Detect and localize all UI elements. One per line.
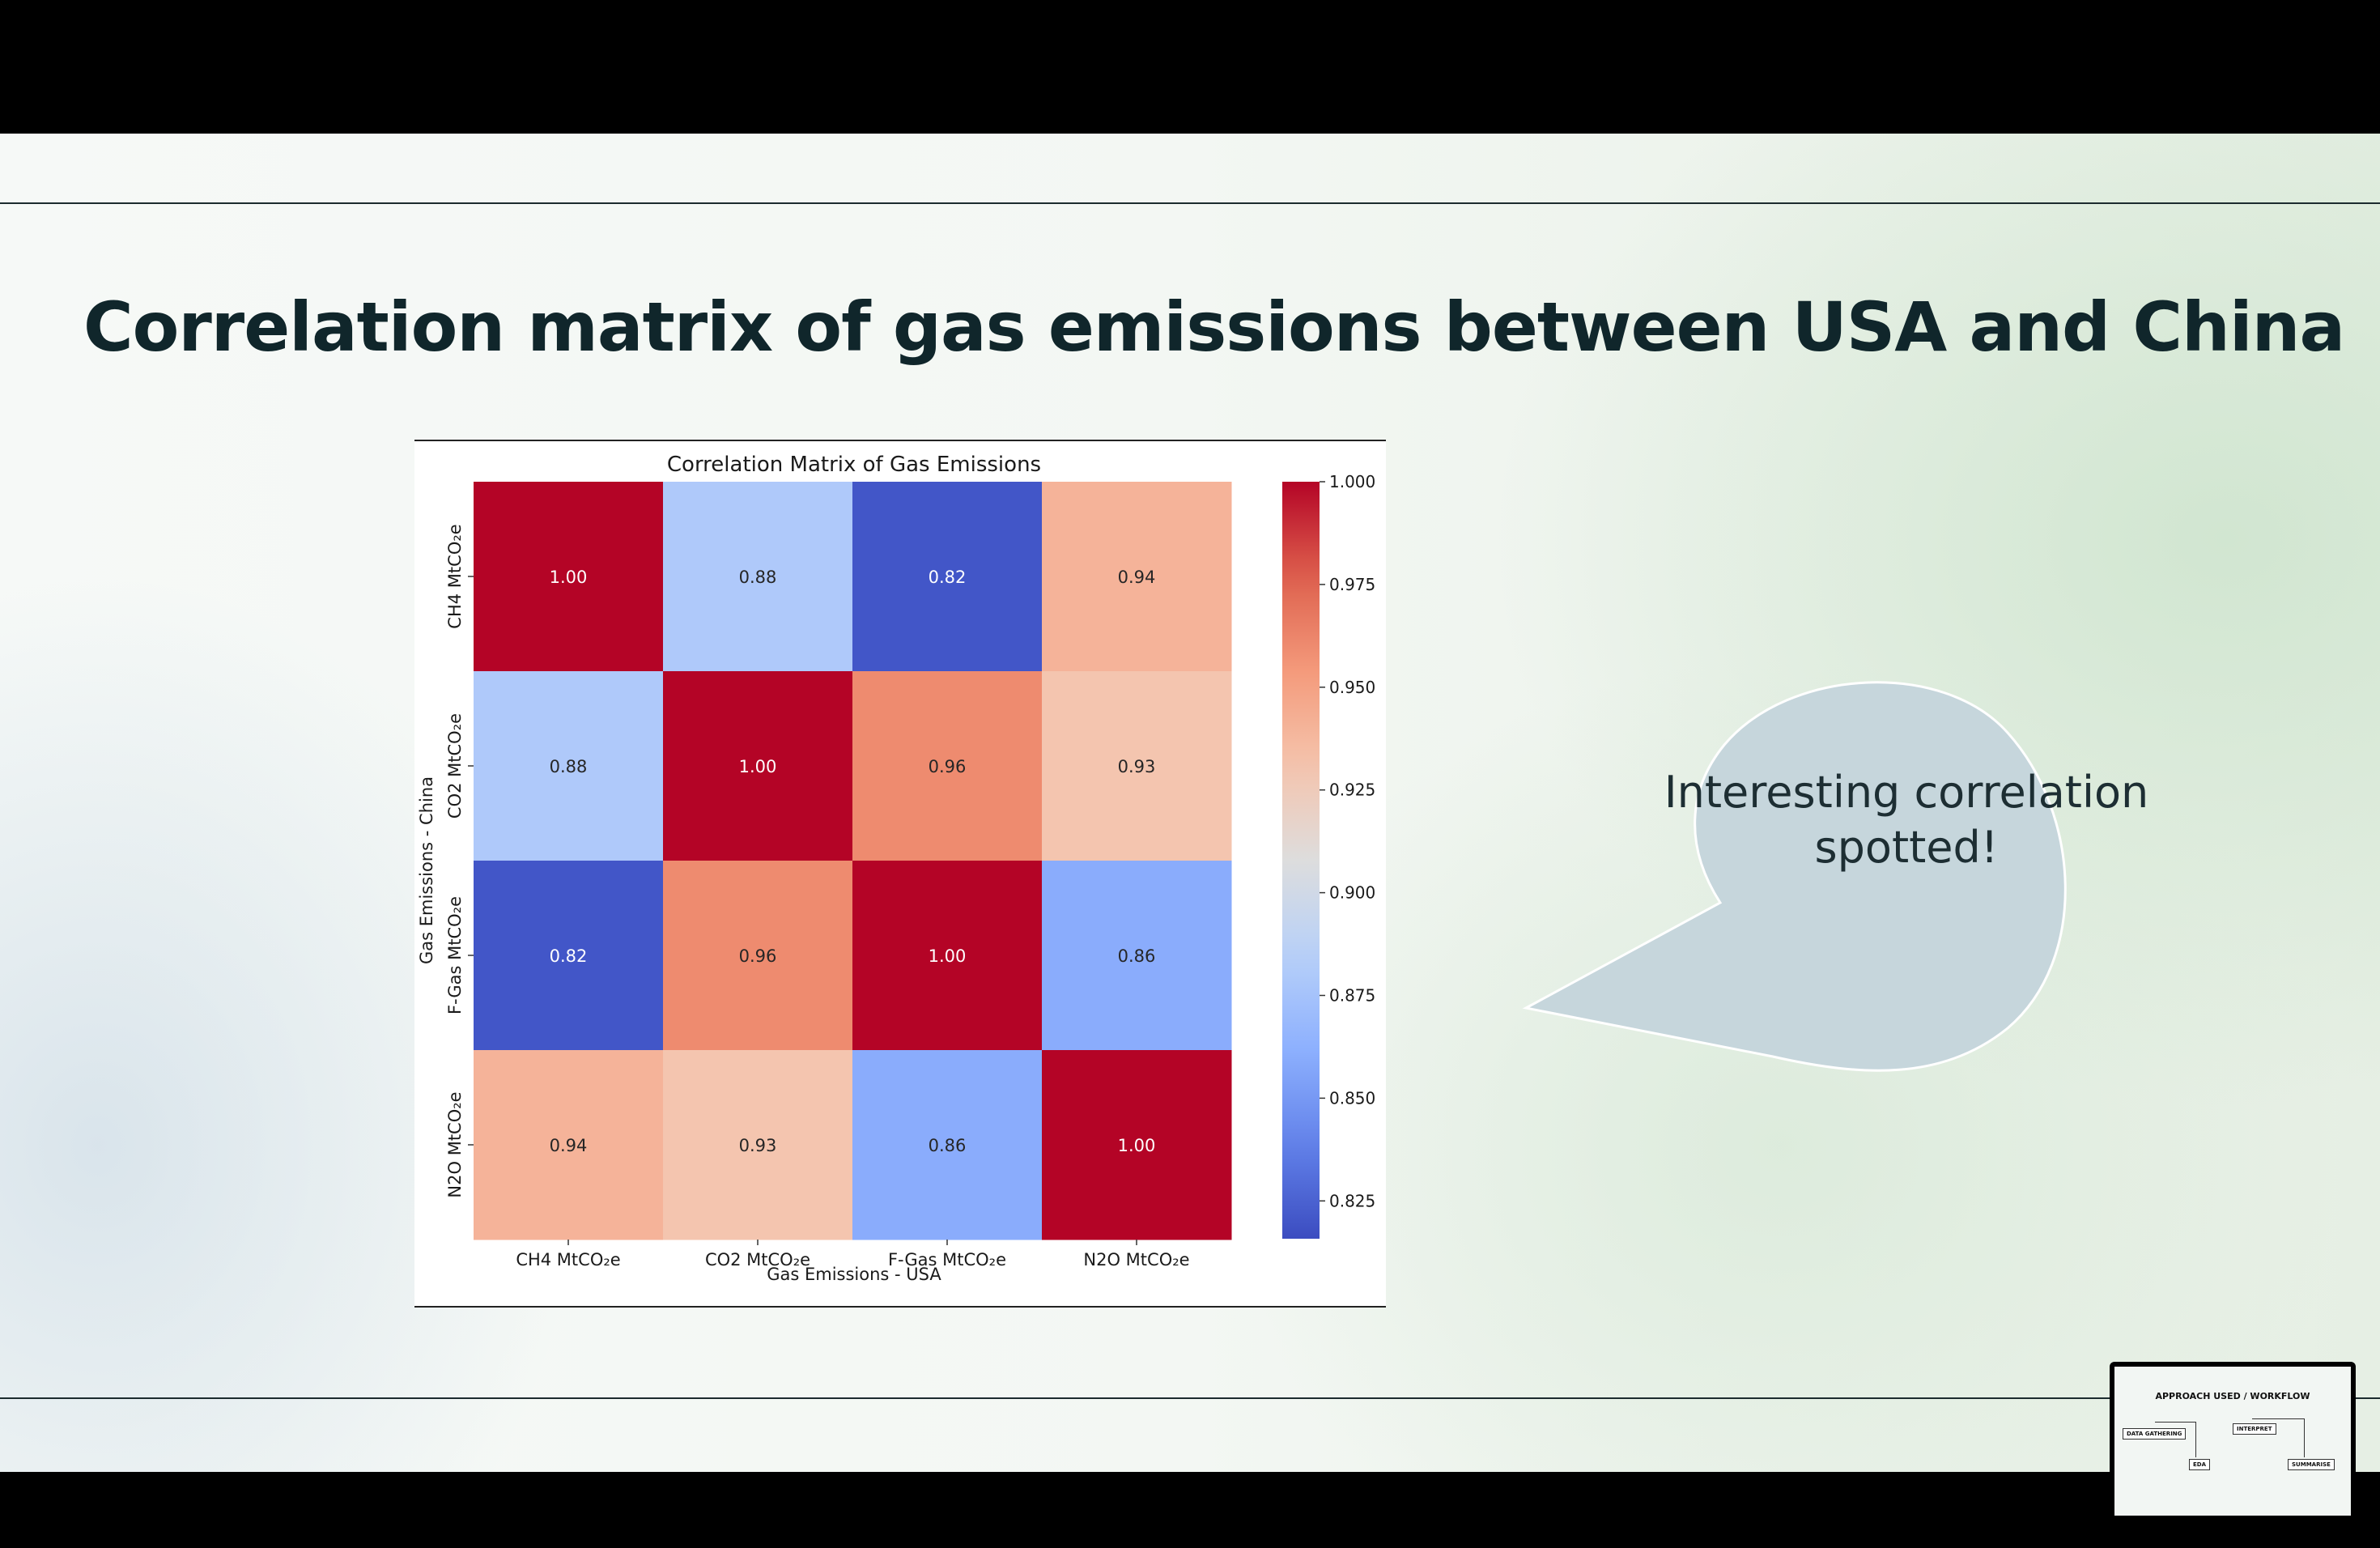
top-letterbox — [0, 0, 2380, 134]
heatmap-figure: Correlation Matrix of Gas Emissions 1.00… — [414, 440, 1386, 1308]
callout-line-2: spotted! — [1814, 822, 1999, 873]
colorbar — [1282, 482, 1320, 1239]
heatmap-cell — [852, 1050, 1043, 1240]
heatmap-cell — [474, 482, 664, 672]
cell-value-label: 0.93 — [739, 1136, 777, 1155]
cell-value-label: 0.86 — [1118, 946, 1156, 966]
cell-value-label: 0.93 — [1118, 757, 1156, 776]
thumbnail-step: EDA — [2189, 1459, 2211, 1470]
cell-value-label: 1.00 — [550, 568, 588, 587]
cell-value-label: 1.00 — [739, 757, 777, 776]
bottom-letterbox — [0, 1472, 2380, 1548]
y-tick-label: CH4 MtCO₂e — [445, 524, 465, 628]
heatmap-cell — [474, 861, 664, 1051]
y-tick-label: F-Gas MtCO₂e — [445, 896, 465, 1014]
x-axis-label: Gas Emissions - USA — [767, 1265, 941, 1284]
heatmap-chart: Correlation Matrix of Gas Emissions 1.00… — [417, 453, 1375, 1284]
next-slide-thumbnail[interactable]: APPROACH USED / WORKFLOW DATA GATHERING … — [2110, 1362, 2356, 1520]
thumbnail-connector — [2195, 1422, 2196, 1457]
callout-line-1: Interesting correlation — [1664, 767, 2149, 818]
heatmap-cell — [663, 671, 853, 861]
heatmap-cell — [1042, 1050, 1232, 1240]
y-tick-label: N2O MtCO₂e — [445, 1091, 465, 1197]
thumbnail-step: INTERPRET — [2233, 1423, 2276, 1435]
cell-value-label: 0.82 — [550, 946, 588, 966]
colorbar-tick-label: 0.900 — [1329, 883, 1375, 903]
cell-value-label: 0.94 — [1118, 568, 1156, 587]
heatmap-cell — [663, 1050, 853, 1240]
cell-value-label: 1.00 — [929, 946, 967, 966]
cell-value-label: 0.96 — [739, 946, 777, 966]
x-tick-label: F-Gas MtCO₂e — [888, 1250, 1006, 1269]
colorbar-tick-label: 0.975 — [1329, 575, 1375, 594]
cell-value-label: 0.88 — [550, 757, 588, 776]
colorbar-tick-label: 0.850 — [1329, 1088, 1375, 1108]
cell-value-label: 0.82 — [929, 568, 967, 587]
heatmap-cell — [1042, 671, 1232, 861]
thumbnail-step: SUMMARISE — [2288, 1459, 2335, 1470]
cell-value-label: 0.96 — [929, 757, 967, 776]
x-tick-label: CH4 MtCO₂e — [516, 1250, 620, 1269]
y-tick-label: CO2 MtCO₂e — [445, 713, 465, 819]
thumbnail-connector — [2304, 1418, 2305, 1457]
colorbar-tick-label: 0.825 — [1329, 1191, 1375, 1210]
x-tick-label: N2O MtCO₂e — [1083, 1250, 1189, 1269]
top-divider — [0, 202, 2380, 204]
colorbar-tick-label: 0.950 — [1329, 678, 1375, 697]
heatmap-cell — [852, 482, 1043, 672]
speech-bubble — [1522, 681, 2067, 1072]
slide-title: Correlation matrix of gas emissions betw… — [83, 287, 2345, 367]
chart-title: Correlation Matrix of Gas Emissions — [667, 453, 1041, 477]
cell-value-label: 0.94 — [550, 1136, 588, 1155]
heatmap-cell — [663, 482, 853, 672]
thumbnail-connector — [2252, 1418, 2304, 1419]
colorbar-tick-label: 0.875 — [1329, 986, 1375, 1006]
y-axis-label: Gas Emissions - China — [417, 776, 436, 964]
heatmap-cell — [852, 671, 1043, 861]
thumbnail-step: DATA GATHERING — [2123, 1428, 2187, 1440]
heatmap-cell — [474, 671, 664, 861]
speech-bubble-text: Interesting correlation spotted! — [1651, 765, 2161, 875]
thumbnail-title: APPROACH USED / WORKFLOW — [2155, 1391, 2310, 1401]
thumbnail-connector — [2155, 1422, 2195, 1423]
heatmap-cell — [474, 1050, 664, 1240]
heatmap-cell — [1042, 861, 1232, 1051]
bottom-divider — [0, 1397, 2380, 1399]
cell-value-label: 0.86 — [929, 1136, 967, 1155]
x-tick-label: CO2 MtCO₂e — [705, 1250, 810, 1269]
cell-value-label: 0.88 — [739, 568, 777, 587]
heatmap-cell — [852, 861, 1043, 1051]
heatmap-cell — [1042, 482, 1232, 672]
cell-value-label: 1.00 — [1118, 1136, 1156, 1155]
colorbar-tick-label: 1.000 — [1329, 472, 1375, 491]
thumbnail-preview: APPROACH USED / WORKFLOW DATA GATHERING … — [2114, 1367, 2351, 1516]
colorbar-tick-label: 0.925 — [1329, 780, 1375, 800]
slide: Correlation matrix of gas emissions betw… — [0, 134, 2380, 1472]
heatmap-cell — [663, 861, 853, 1051]
